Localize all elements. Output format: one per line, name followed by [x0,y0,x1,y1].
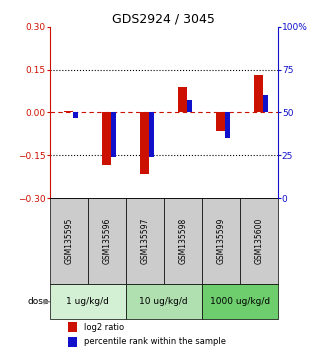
Bar [216,113,225,131]
Bar [73,113,78,118]
Bar [50,198,88,284]
Bar [64,111,74,113]
Text: GSM135598: GSM135598 [178,218,187,264]
Bar [88,198,126,284]
Bar [202,284,278,319]
Text: 10 ug/kg/d: 10 ug/kg/d [139,297,188,306]
Bar [68,322,77,332]
Bar [164,198,202,284]
Text: GSM135596: GSM135596 [102,218,111,264]
Title: GDS2924 / 3045: GDS2924 / 3045 [112,12,215,25]
Text: GSM135600: GSM135600 [254,218,263,264]
Bar [187,101,192,113]
Bar [140,113,150,174]
Text: GSM135595: GSM135595 [64,218,73,264]
Bar [254,75,264,113]
Text: percentile rank within the sample: percentile rank within the sample [84,337,226,347]
Text: GSM135597: GSM135597 [140,218,149,264]
Text: log2 ratio: log2 ratio [84,322,124,332]
Bar [102,113,111,165]
Bar [240,198,278,284]
Bar [202,198,240,284]
Bar [68,337,77,347]
Bar [50,284,126,319]
Bar [126,198,164,284]
Bar [126,284,202,319]
Text: GSM135599: GSM135599 [216,218,225,264]
Bar [149,113,153,157]
Bar [178,87,187,113]
Text: 1 ug/kg/d: 1 ug/kg/d [66,297,109,306]
Bar [263,95,267,113]
Bar [225,113,230,138]
Text: 1000 ug/kg/d: 1000 ug/kg/d [210,297,270,306]
Text: dose: dose [28,297,49,306]
Bar [111,113,116,157]
